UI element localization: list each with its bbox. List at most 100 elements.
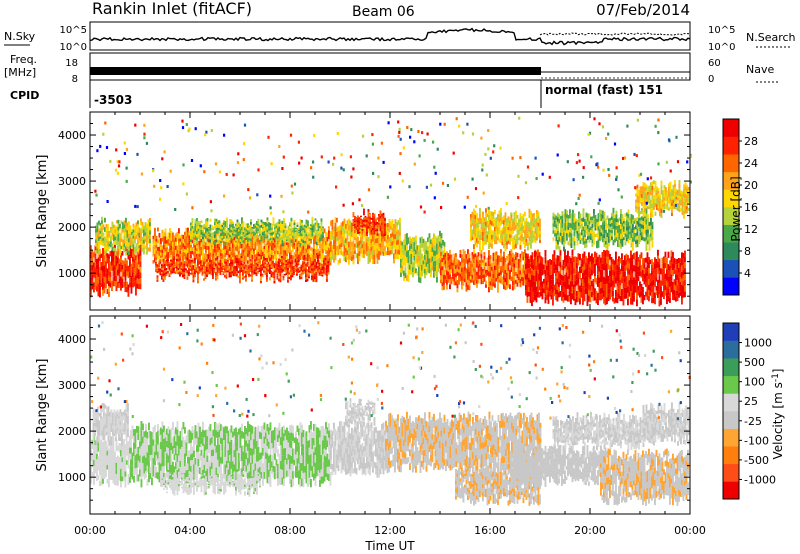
heatmap-cell-band-3 [291,268,294,271]
heatmap-cell-band-2 [253,256,255,260]
heatmap-cell-band-1 [104,241,106,247]
heatmap-cell-band-2 [295,242,297,246]
heatmap-cell-band-4 [226,233,228,236]
heatmap-cell-band-1 [135,222,138,227]
heatmap-cell-band-3 [201,261,204,264]
heatmap-cell-band-3 [156,266,159,269]
heatmap-cell-band-3 [239,259,241,264]
heatmap-cell-band-5 [337,231,340,236]
heatmap-cell-band-8 [509,250,511,256]
heatmap-cell-band-9 [622,265,625,272]
heatmap-cell-band-9 [673,295,676,301]
heatmap-cell-band-9 [559,255,562,262]
heatmap-cell-band-1 [104,236,106,242]
heatmap-cell-band-4 [278,219,281,222]
heatmap-cell-band-3 [248,266,250,268]
heatmap-cell-band-1 [120,234,123,239]
heatmap-cell-band-7 [439,236,441,242]
heatmap-cell-band-3 [270,275,273,278]
heatmap-cell-band-3 [305,265,307,269]
heatmap-cell-band-2 [187,252,189,258]
heatmap-cell-band-3 [288,261,291,264]
heatmap-cell-band-3 [188,267,190,270]
heatmap-cell-band-2 [251,259,254,264]
heatmap-cell-band-9 [636,258,638,266]
heatmap-cell-band-9 [579,254,581,261]
heatmap-cell-band-6 [384,233,386,236]
heatmap-cell-band-9 [622,260,625,266]
heatmap-cell-band-4 [302,225,305,228]
heatmap-cell-band-3 [188,269,190,272]
heatmap-cell-band-3 [300,274,303,277]
heatmap-cell-band-3 [293,271,295,274]
heatmap-cell-band-9 [675,264,677,270]
heatmap-cell-band-4 [251,227,254,229]
heatmap-cell-band-4 [236,227,239,231]
heatmap-cell-band-3 [174,272,177,274]
heatmap-cell-band-5 [396,254,398,259]
heatmap-cell-band-2 [152,242,155,247]
heatmap-cell-band-9 [558,255,560,261]
heatmap-cell-band-1 [125,232,127,237]
heatmap-cell-band-2 [248,258,251,263]
heatmap-cell-band-2 [193,251,195,256]
heatmap-cell-band-6 [357,217,359,221]
heatmap-cell-band-2 [173,247,176,252]
heatmap-cell-band-4 [259,240,261,242]
heatmap-cell-band-4 [224,238,227,242]
heatmap-cell-band-5 [363,232,365,238]
heatmap-cell-band-4 [277,228,279,231]
heatmap-cell-band-3 [249,267,252,270]
heatmap-cell-band-3 [236,268,238,272]
heatmap-cell-band-2 [289,242,291,248]
heatmap-cell-band-5 [385,235,388,240]
heatmap-cell-band-9 [606,290,608,298]
heatmap-cell-band-2 [320,251,323,257]
heatmap-cell-band-5 [378,237,380,243]
heatmap-cell-band-2 [206,254,209,259]
heatmap-cell-band-2 [320,246,323,252]
heatmap-cell-band-9 [618,256,620,262]
heatmap-cell-band-3 [221,264,223,266]
heatmap-cell-band-4 [197,236,200,240]
heatmap-cell-band-4 [301,222,303,226]
heatmap-cell-band-4 [263,228,266,231]
heatmap-cell-band-0 [136,252,139,258]
heatmap-cell-band-1 [134,239,136,244]
heatmap-cell-band-8 [447,275,450,279]
heatmap-cell-band-3 [213,262,216,264]
heatmap-cell-band-3 [161,277,163,280]
heatmap-cell-band-9 [544,270,547,277]
heatmap-cell-band-2 [262,247,264,252]
heatmap-cell-band-8 [453,269,456,274]
heatmap-cell-band-9 [610,267,613,272]
heatmap-cell-band-1 [135,226,138,231]
heatmap-cell-band-8 [509,274,511,280]
heatmap-cell-band-9 [582,272,584,280]
heatmap-cell-band-7 [404,250,407,257]
heatmap-cell-band-3 [182,274,184,278]
heatmap-cell-band-1 [128,242,130,247]
heatmap-cell-band-3 [320,267,322,269]
heatmap-cell-band-6 [381,219,383,223]
heatmap-cell-band-1 [117,241,120,245]
heatmap-cell-band-7 [406,233,408,240]
heatmap-cell-band-4 [310,227,312,230]
heatmap-cell-band-3 [248,274,250,276]
heatmap-cell-band-5 [339,234,341,240]
heatmap-cell-band-3 [254,264,256,267]
heatmap-cell-band-9 [615,258,617,265]
heatmap-cell-band-9 [618,288,620,294]
heatmap-cell-band-4 [229,219,231,222]
heatmap-cell-band-7 [409,269,411,275]
heatmap-cell-band-3 [176,258,178,262]
heatmap-cell-band-9 [664,262,667,269]
heatmap-cell-band-9 [591,280,593,287]
heatmap-cell-band-3 [281,268,283,271]
heatmap-cell-band-9 [582,253,584,260]
heatmap-cell-band-2 [275,245,278,250]
heatmap-cell-band-4 [295,229,297,231]
heatmap-cell-band-3 [210,273,213,276]
heatmap-cell-band-4 [194,231,197,234]
heatmap-cell-band-4 [245,237,248,240]
